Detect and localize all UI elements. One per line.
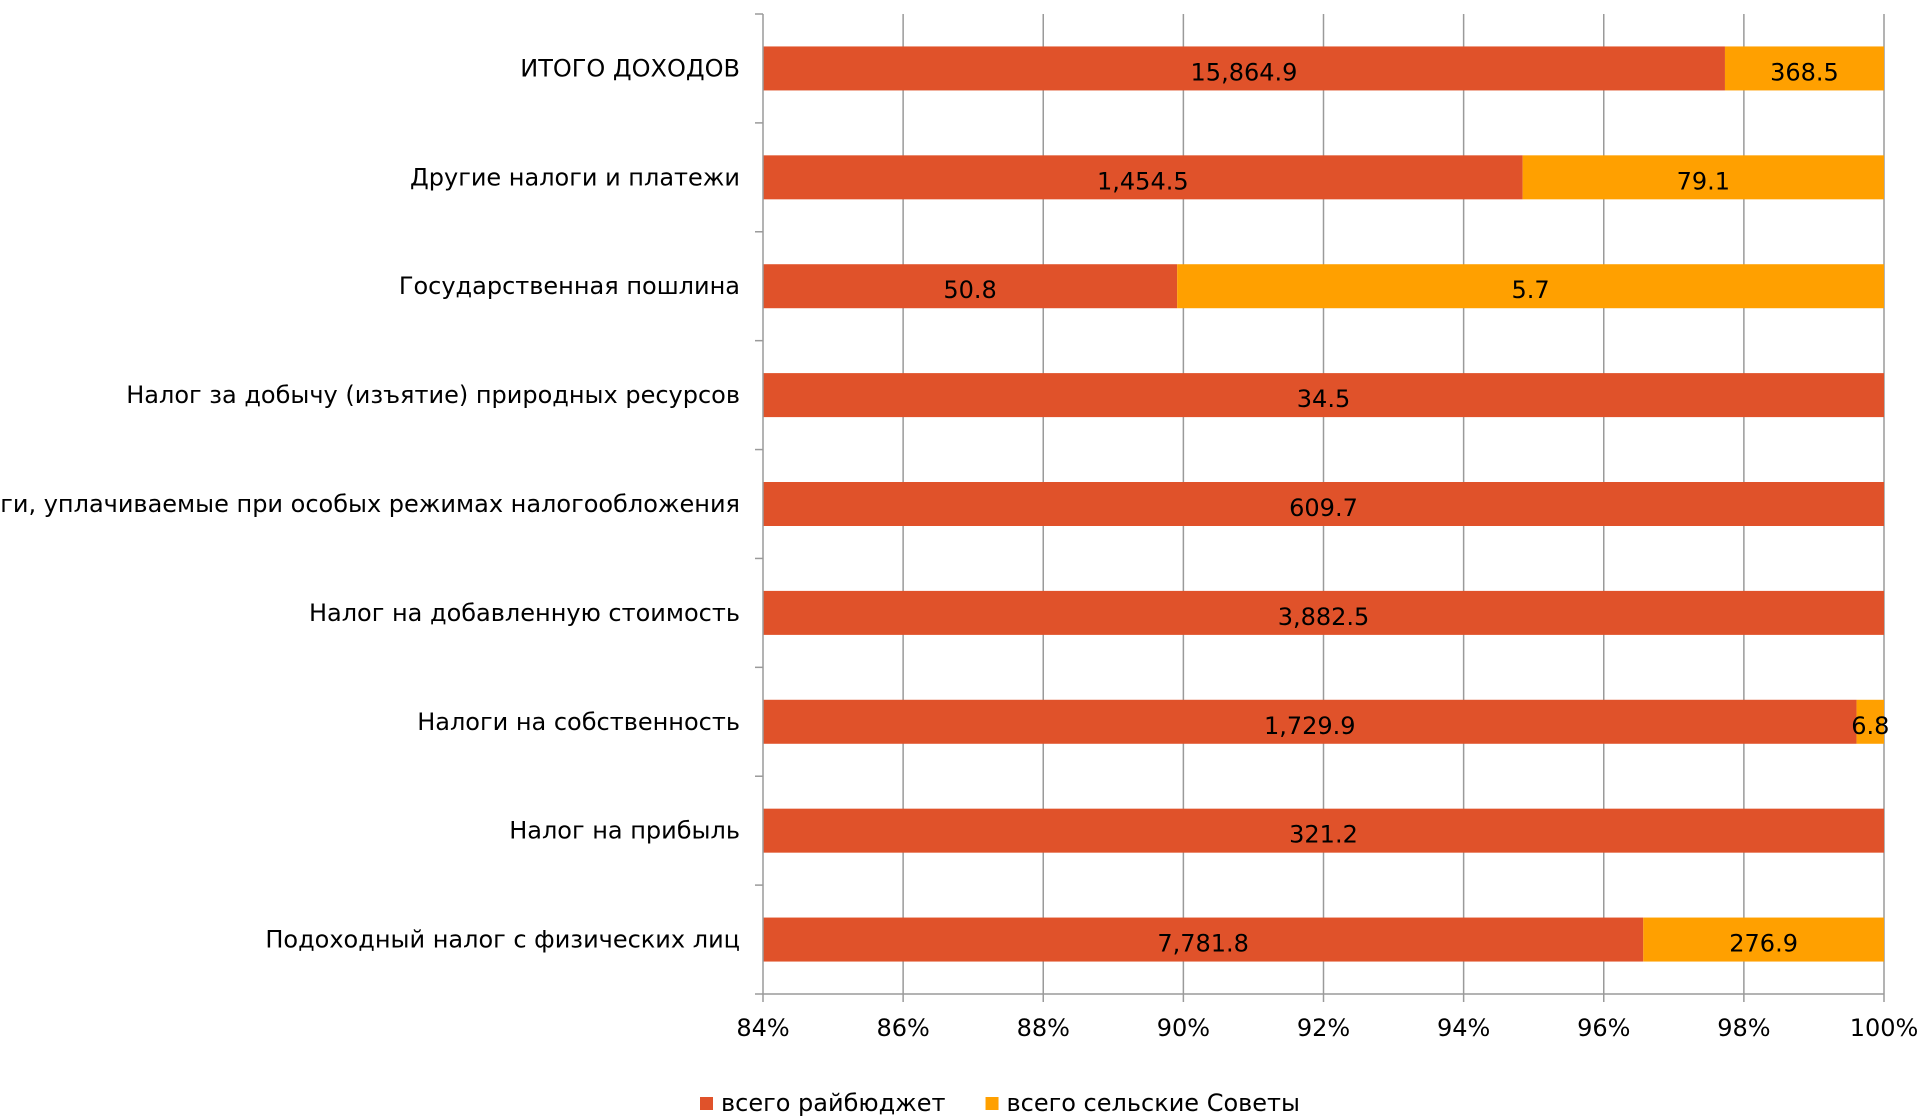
x-tick-label: 84%	[736, 1014, 789, 1042]
data-labels: 7,781.8 276.9 321.2 1,729.9 6.8 3,882.5 609.7 3…	[943, 58, 1889, 957]
x-tick-label: 90%	[1157, 1014, 1210, 1042]
data-label: 1,729.9	[1264, 712, 1356, 740]
category-label: Налоги, уплачиваемые при особых режимах …	[0, 490, 740, 518]
category-label: Налог на добавленную стоимость	[309, 599, 740, 627]
bar-segment	[763, 46, 1725, 91]
bar-segment	[763, 590, 1884, 635]
data-label: 79.1	[1677, 167, 1730, 195]
data-label: 3,882.5	[1278, 603, 1370, 631]
category-label: Подоходный налог с физических лиц	[265, 926, 740, 954]
data-label: 34.5	[1297, 385, 1350, 413]
axes: 84% 86% 88% 90% 92% 94% 96% 98% 100% Подоходный н…	[0, 13, 1919, 1042]
data-label: 50.8	[943, 276, 996, 304]
x-tick-label: 98%	[1717, 1014, 1770, 1042]
data-label: 5.7	[1512, 276, 1550, 304]
bar-segment	[763, 373, 1884, 418]
x-tick-label: 92%	[1297, 1014, 1350, 1042]
category-label: ИТОГО ДОХОДОВ	[520, 54, 740, 82]
category-label: Налог на прибыль	[509, 817, 740, 845]
data-label: 15,864.9	[1191, 58, 1298, 86]
bar-segment	[763, 155, 1523, 200]
category-label: Налог за добычу (изъятие) природных ресу…	[126, 381, 740, 409]
bar-segment	[1724, 46, 1884, 91]
bar-segment	[763, 482, 1884, 526]
x-tick-label: 94%	[1437, 1014, 1490, 1042]
category-label: Государственная пошлина	[399, 272, 740, 300]
x-tick-label: 86%	[876, 1014, 929, 1042]
bar-segment	[1177, 264, 1884, 309]
data-label: 6.8	[1851, 712, 1889, 740]
bar-segment	[763, 917, 1644, 962]
data-label: 368.5	[1770, 58, 1839, 86]
data-label: 609.7	[1289, 494, 1358, 522]
legend-label: всего райбюджет	[721, 1089, 946, 1117]
x-tick-label: 100%	[1850, 1014, 1919, 1042]
bars	[763, 46, 1884, 962]
bar-segment	[1856, 699, 1884, 744]
bar-segment	[763, 264, 1178, 309]
x-tick-label: 96%	[1577, 1014, 1630, 1042]
legend-label: всего сельские Советы	[1007, 1089, 1300, 1117]
x-tick-label: 88%	[1017, 1014, 1070, 1042]
data-label: 321.2	[1289, 821, 1358, 849]
legend: всего райбюджет всего сельские Советы	[700, 1089, 1300, 1117]
category-label: Налоги на собственность	[417, 708, 740, 736]
data-label: 7,781.8	[1157, 930, 1249, 958]
data-label: 276.9	[1729, 930, 1798, 958]
data-label: 1,454.5	[1097, 167, 1189, 195]
bar-segment	[1522, 155, 1884, 200]
category-label: Другие налоги и платежи	[410, 163, 740, 191]
legend-swatch	[700, 1097, 713, 1110]
legend-swatch	[985, 1097, 999, 1110]
bar-segment	[1643, 917, 1884, 962]
bar-segment	[763, 808, 1884, 853]
bar-segment	[763, 699, 1857, 744]
